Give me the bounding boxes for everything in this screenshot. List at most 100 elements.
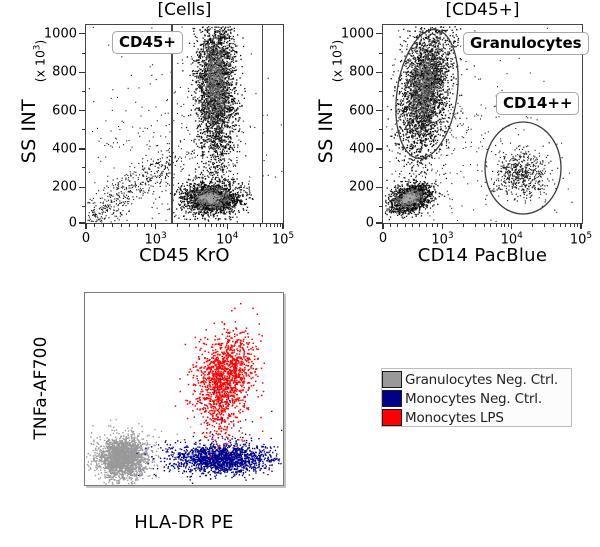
tick-exponent: 5 <box>288 231 295 241</box>
y-axis-minor-tick <box>379 205 382 207</box>
y-axis-tick-label: 400 <box>349 141 374 157</box>
cd45-gate-line-right <box>262 25 264 223</box>
x-axis-major-tick <box>580 223 582 229</box>
x-axis-minor-tick <box>277 223 279 227</box>
y-axis-tick-label: 600 <box>349 103 374 119</box>
y-axis-major-tick <box>79 33 85 35</box>
x-axis-tick-label: 103 <box>431 231 454 248</box>
y-axis-minor-tick <box>379 129 382 131</box>
plot-cd45-x-axis-label: CD14 PacBlue <box>417 245 548 266</box>
x-axis-minor-tick <box>577 223 579 227</box>
x-axis-minor-tick <box>265 223 267 227</box>
tick-exponent: 5 <box>586 231 593 241</box>
x-axis-minor-tick <box>279 223 281 227</box>
x-axis-minor-tick <box>475 223 477 227</box>
x-axis-minor-tick <box>198 223 200 227</box>
x-axis-minor-tick <box>253 223 255 227</box>
x-axis-minor-tick <box>490 223 492 227</box>
x-axis-tick-label: 105 <box>569 231 593 248</box>
plot-cells-scatter-canvas <box>86 25 283 223</box>
x-axis-minor-tick <box>431 223 433 227</box>
plot-cells-title: [Cells] <box>157 0 212 20</box>
x-axis-minor-tick <box>419 223 421 227</box>
cd45-gate-line-left <box>171 25 173 223</box>
x-axis-minor-tick <box>412 223 414 227</box>
x-axis-minor-tick <box>504 223 506 227</box>
y-axis-major-tick <box>79 148 85 150</box>
x-axis-minor-tick <box>495 223 497 227</box>
x-axis-minor-tick <box>569 223 571 227</box>
x-axis-minor-tick <box>189 223 191 227</box>
x-axis-tick-label: 0 <box>81 231 91 246</box>
x-axis-minor-tick <box>500 223 502 227</box>
x-axis-minor-tick <box>112 223 114 227</box>
y-axis-tick-label: 1000 <box>340 26 374 42</box>
x-axis-minor-tick <box>270 223 272 227</box>
cd45-gate-label: CD45+ <box>112 31 183 54</box>
x-axis-minor-tick <box>404 223 406 227</box>
y-axis-major-tick <box>376 186 382 188</box>
x-axis-major-tick <box>282 223 284 229</box>
x-axis-minor-tick <box>219 223 221 227</box>
legend-swatch <box>382 371 402 388</box>
y-axis-major-tick <box>376 71 382 73</box>
y-axis-major-tick <box>79 222 85 224</box>
x-axis-minor-tick <box>205 223 207 227</box>
y-axis-minor-tick <box>82 129 85 131</box>
x-axis-major-tick <box>441 223 444 229</box>
x-axis-minor-tick <box>273 223 275 227</box>
x-axis-minor-tick <box>137 223 139 227</box>
granulocytes-gate-ellipse <box>395 28 459 160</box>
tick-exponent: 3 <box>447 231 454 241</box>
x-axis-tick-label: 0 <box>378 231 388 246</box>
x-axis-minor-tick <box>397 223 399 227</box>
y-axis-minor-tick <box>82 167 85 169</box>
x-axis-minor-tick <box>462 223 464 227</box>
plot-cells-y-axis-scale: (x 103) <box>32 39 48 83</box>
plot-func-area <box>84 292 284 486</box>
y-axis-minor-tick <box>82 90 85 92</box>
x-axis-tick-label: 105 <box>271 231 295 248</box>
x-axis-tick-label: 104 <box>500 231 523 248</box>
x-axis-minor-tick <box>565 223 567 227</box>
plot-func-x-axis-label: HLA-DR PE <box>134 512 234 533</box>
y-axis-minor-tick <box>379 167 382 169</box>
x-axis-major-tick <box>85 223 87 229</box>
cd14-gate-ellipse <box>484 121 562 215</box>
tick-exponent: 4 <box>517 231 523 241</box>
x-axis-minor-tick <box>260 223 262 227</box>
legend-label: Monocytes LPS <box>405 409 504 426</box>
y-axis-major-tick <box>376 148 382 150</box>
x-axis-major-tick <box>382 223 384 229</box>
gate-ellipses <box>395 28 562 215</box>
x-axis-major-tick <box>511 223 513 229</box>
y-axis-minor-tick <box>82 205 85 207</box>
y-axis-tick-label: 400 <box>52 141 77 157</box>
x-axis-tick-label: 104 <box>216 231 239 248</box>
x-axis-minor-tick <box>389 223 391 227</box>
y-axis-major-tick <box>79 109 85 112</box>
y-axis-tick-label: 1000 <box>43 26 77 42</box>
x-axis-minor-tick <box>150 223 152 227</box>
y-axis-major-tick <box>376 33 382 35</box>
x-axis-minor-tick <box>573 223 575 227</box>
x-axis-minor-tick <box>507 223 509 227</box>
legend-item: Granulocytes Neg. Ctrl. <box>382 370 571 389</box>
x-axis-minor-tick <box>552 223 554 227</box>
x-axis-minor-tick <box>103 223 105 227</box>
x-axis-minor-tick <box>243 223 245 227</box>
x-axis-minor-tick <box>223 223 225 227</box>
x-axis-minor-tick <box>559 223 561 227</box>
plot-func-y-axis-label: TNFa-AF700 <box>31 336 51 440</box>
legend-item: Monocytes LPS <box>382 408 571 426</box>
legend-label: Granulocytes Neg. Ctrl. <box>405 371 559 388</box>
x-axis-minor-tick <box>425 223 427 227</box>
y-axis-minor-tick <box>82 52 85 54</box>
plot-cd45-y-axis-scale: (x 103) <box>329 39 345 83</box>
x-axis-minor-tick <box>483 223 485 227</box>
legend-label: Monocytes Neg. Ctrl. <box>405 390 542 407</box>
x-axis-minor-tick <box>544 223 546 227</box>
y-axis-tick-label: 600 <box>52 103 77 119</box>
plot-cd45-title: [CD45+] <box>445 0 520 20</box>
